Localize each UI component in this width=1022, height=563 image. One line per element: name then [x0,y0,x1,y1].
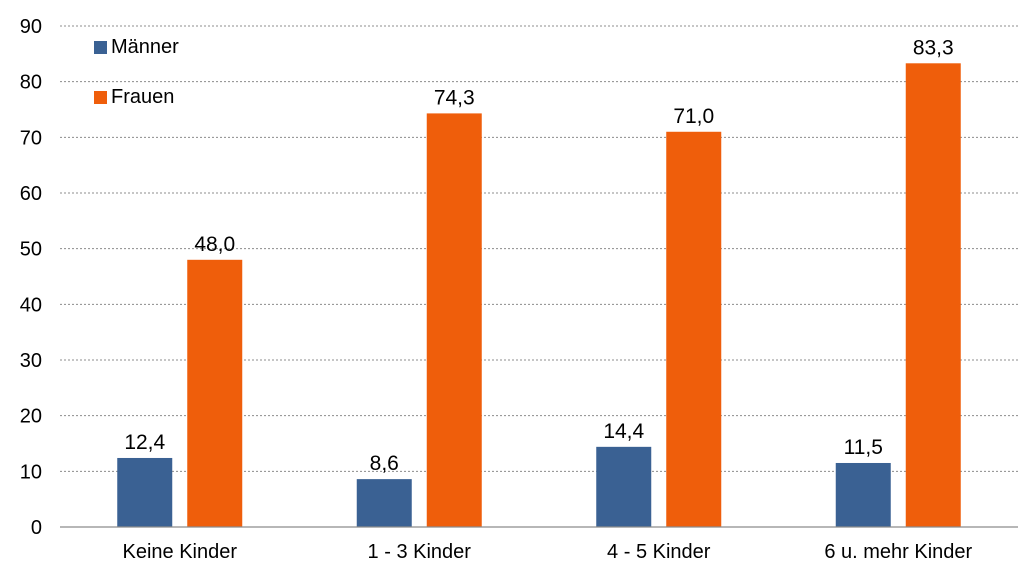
bars [117,63,961,528]
bar-maenner [596,446,652,527]
y-tick-label: 20 [20,406,42,428]
y-tick-label: 30 [20,350,42,372]
y-tick-label: 70 [20,127,42,149]
x-category-label: Keine Kinder [122,541,237,563]
legend-swatch [94,41,107,54]
bar-frauen [905,63,961,528]
legend-swatch [94,91,107,104]
bar-value-label: 14,4 [603,420,644,443]
bar-value-label: 83,3 [913,36,954,59]
y-tick-label: 50 [20,239,42,261]
bar-value-label: 11,5 [844,436,883,459]
y-axis-ticks: 0 10 20 30 40 50 60 70 80 90 [20,16,42,539]
bar-frauen [666,131,722,527]
y-tick-label: 10 [20,461,42,483]
bar-maenner [835,462,891,527]
legend-label: Männer [111,36,179,58]
bar-value-label: 8,6 [370,452,399,475]
x-category-label: 4 - 5 Kinder [607,541,711,563]
bar-frauen [426,113,482,527]
bar-value-label: 48,0 [194,233,235,256]
value-labels: 12,4 48,0 8,6 74,3 14,4 71,0 11,5 83,3 [124,36,953,475]
legend: Männer Frauen [94,36,179,108]
bar-maenner [356,479,412,527]
y-tick-label: 60 [20,183,42,205]
x-axis-labels: Keine Kinder 1 - 3 Kinder 4 - 5 Kinder 6 u.… [122,541,972,563]
x-category-label: 1 - 3 Kinder [368,541,472,563]
y-tick-label: 0 [31,517,42,539]
y-tick-label: 40 [20,294,42,316]
legend-label: Frauen [111,86,174,108]
y-tick-label: 80 [20,72,42,94]
x-category-label: 6 u. mehr Kinder [824,541,972,563]
bar-value-label: 71,0 [673,105,714,128]
bar-value-label: 12,4 [124,431,165,454]
bar-value-label: 74,3 [434,86,475,109]
bar-maenner [117,457,173,527]
bar-frauen [187,259,243,527]
y-tick-label: 90 [20,16,42,38]
